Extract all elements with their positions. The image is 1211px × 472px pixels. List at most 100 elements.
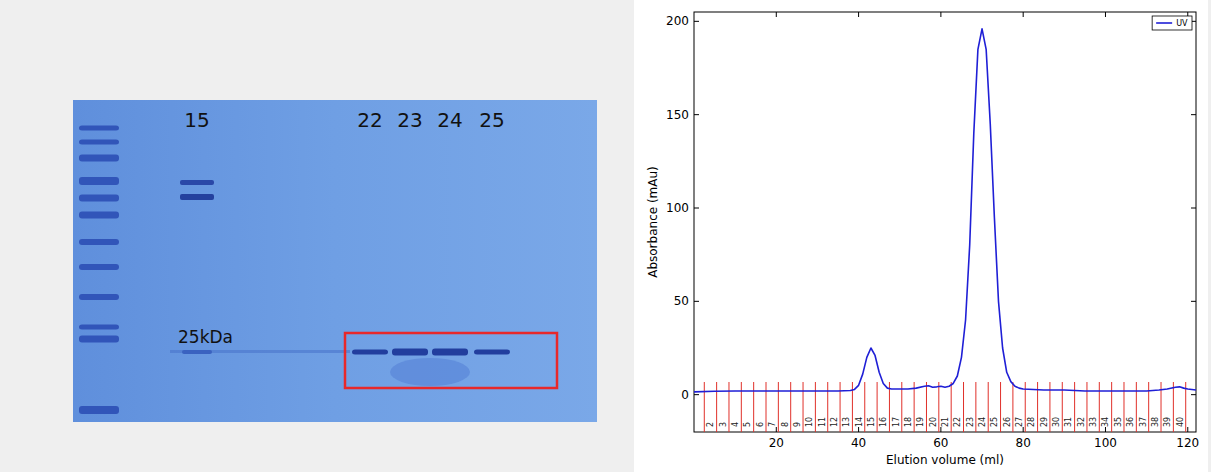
fraction-line xyxy=(753,382,754,432)
fraction-label: 17 xyxy=(892,417,901,427)
x-tick xyxy=(858,12,859,17)
fraction-label: 15 xyxy=(867,417,876,427)
y-tick xyxy=(694,208,699,209)
y-tick xyxy=(694,114,699,115)
ladder-band xyxy=(79,195,119,202)
x-tick xyxy=(940,12,941,17)
ladder-band xyxy=(79,294,119,300)
legend: UV xyxy=(1152,16,1192,30)
y-tick xyxy=(1191,394,1196,395)
fraction-label: 9 xyxy=(793,422,802,427)
fraction-label: 40 xyxy=(1176,417,1185,427)
fraction-line xyxy=(963,382,964,432)
y-tick-label: 0 xyxy=(681,388,689,402)
fraction-label: 4 xyxy=(731,422,740,427)
y-tick-label: 100 xyxy=(666,201,689,215)
fraction-line xyxy=(1086,382,1087,432)
fraction-line xyxy=(1136,382,1137,432)
fraction-label: 7 xyxy=(768,422,777,427)
ladder-band xyxy=(79,155,119,162)
fraction-line xyxy=(815,382,816,432)
fraction-line xyxy=(926,382,927,432)
chart-panel xyxy=(634,0,1208,472)
fraction-line xyxy=(938,382,939,432)
highlight-box xyxy=(345,333,557,388)
fraction-line xyxy=(877,382,878,432)
fraction-label: 38 xyxy=(1151,417,1160,427)
plot-area xyxy=(694,29,1196,392)
uv-trace xyxy=(694,29,1196,392)
fraction-line xyxy=(827,382,828,432)
fraction-label: 11 xyxy=(818,417,827,427)
fraction-label: 29 xyxy=(1040,417,1049,427)
fraction-label: 12 xyxy=(830,417,839,427)
fraction-line xyxy=(1173,382,1174,432)
fraction-line xyxy=(790,382,791,432)
fractions xyxy=(704,382,1185,432)
ladder-band xyxy=(79,325,119,330)
fraction-label: 19 xyxy=(916,417,925,427)
lane-label: 15 xyxy=(184,108,209,132)
fraction-label: 18 xyxy=(904,417,913,427)
fraction-line xyxy=(840,382,841,432)
fraction-label: 28 xyxy=(1027,417,1036,427)
marker-label: 25kDa xyxy=(178,327,233,347)
protein-band xyxy=(474,350,510,355)
ladder-band xyxy=(79,212,119,219)
x-tick-label: 80 xyxy=(1016,436,1031,450)
axes: 05010015020020406080100120Elution volume… xyxy=(646,12,1199,467)
faint-band xyxy=(170,350,350,353)
y-tick xyxy=(694,394,699,395)
fraction-label: 3 xyxy=(719,422,728,427)
protein-band xyxy=(180,180,214,185)
ladder-band xyxy=(79,406,119,414)
fraction-label: 35 xyxy=(1114,417,1123,427)
x-axis-title: Elution volume (ml) xyxy=(886,453,1004,467)
y-tick-label: 50 xyxy=(674,294,689,308)
protein-band xyxy=(432,349,468,356)
y-tick xyxy=(1191,114,1196,115)
x-tick-label: 120 xyxy=(1176,436,1199,450)
fraction-label: 26 xyxy=(1003,417,1012,427)
fraction-line xyxy=(741,382,742,432)
y-tick xyxy=(1191,208,1196,209)
ladder-band xyxy=(79,264,119,270)
fraction-label: 20 xyxy=(929,417,938,427)
fraction-line xyxy=(778,382,779,432)
fraction-line xyxy=(1123,382,1124,432)
fraction-label: 23 xyxy=(966,417,975,427)
ladder-band xyxy=(79,336,119,343)
fraction-label: 5 xyxy=(743,422,752,427)
fraction-label: 33 xyxy=(1089,417,1098,427)
lane-label: 25 xyxy=(479,108,504,132)
legend-swatch xyxy=(1156,22,1172,24)
x-tick xyxy=(1023,12,1024,17)
gel-background xyxy=(73,100,597,422)
fraction-label: 21 xyxy=(941,417,950,427)
fraction-line xyxy=(975,382,976,432)
fraction-label: 16 xyxy=(879,417,888,427)
fraction-label: 10 xyxy=(805,417,814,427)
fraction-line xyxy=(914,382,915,432)
fraction-label: 32 xyxy=(1077,417,1086,427)
fraction-line xyxy=(766,382,767,432)
fraction-line xyxy=(988,382,989,432)
smear xyxy=(390,358,470,386)
fraction-label: 13 xyxy=(842,417,851,427)
y-tick xyxy=(694,21,699,22)
ladder-band xyxy=(79,140,119,145)
y-tick xyxy=(694,301,699,302)
fraction-label: 8 xyxy=(781,422,790,427)
lane-label: 22 xyxy=(357,108,382,132)
fraction-line xyxy=(951,382,952,432)
fraction-label: 27 xyxy=(1015,417,1024,427)
fraction-line xyxy=(716,382,717,432)
ladder-band xyxy=(79,239,119,245)
fraction-label: 6 xyxy=(756,422,765,427)
fraction-line xyxy=(1000,382,1001,432)
x-tick xyxy=(1105,12,1106,17)
protein-band xyxy=(180,194,214,200)
fraction-label: 31 xyxy=(1064,417,1073,427)
fraction-line xyxy=(728,382,729,432)
fraction-label: 14 xyxy=(855,417,864,427)
